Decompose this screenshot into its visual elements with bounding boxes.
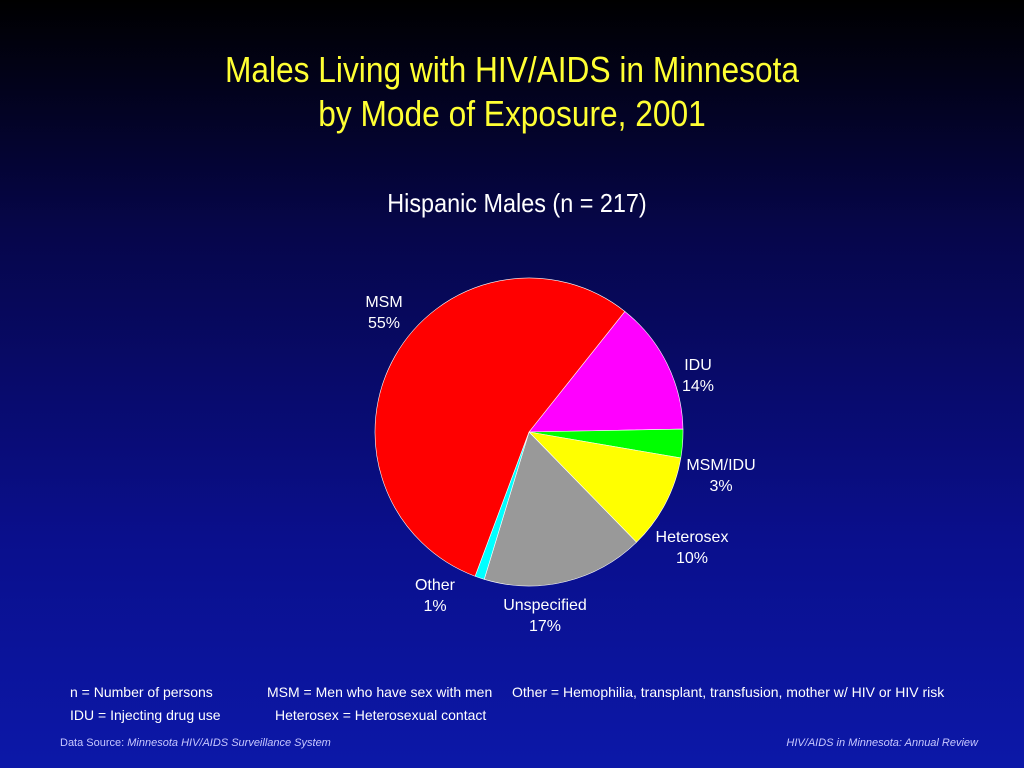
slice-label-msm: MSM [365, 294, 402, 311]
pie-slice-unspecified [483, 431, 637, 587]
slice-label-unspecified: Unspecified [503, 597, 587, 614]
chart-subtitle: Hispanic Males (n = 217) [387, 188, 647, 218]
legend-n: n = Number of persons [70, 684, 213, 700]
title-line-1: Males Living with HIV/AIDS in Minnesota [224, 49, 800, 90]
legend-other: Other = Hemophilia, transplant, transfus… [512, 684, 945, 700]
data-source-name: Minnesota HIV/AIDS Surveillance System [127, 737, 331, 749]
slice-value-msm-idu: 3% [709, 478, 732, 495]
slice-value-heterosex: 10% [676, 550, 708, 567]
legend-msm: MSM = Men who have sex with men [267, 684, 493, 700]
slice-value-msm: 55% [368, 315, 400, 332]
legend-idu: IDU = Injecting drug use [70, 707, 221, 723]
publication-title: HIV/AIDS in Minnesota: Annual Review [786, 737, 978, 749]
publication-name: HIV/AIDS in Minnesota: Annual Review [786, 737, 978, 749]
slice-label-msm-idu: MSM/IDU [686, 457, 755, 474]
slice-label-idu: IDU [684, 357, 712, 374]
slice-label-other: Other [415, 577, 456, 594]
data-source: Data Source: Minnesota HIV/AIDS Surveill… [60, 737, 331, 749]
slice-label-heterosex: Heterosex [656, 529, 729, 546]
pie-slice-idu [528, 311, 684, 433]
title-line-2: by Mode of Exposure, 2001 [318, 93, 706, 134]
slice-value-idu: 14% [682, 378, 714, 395]
pie-slice-heterosex [528, 431, 682, 543]
slice-value-other: 1% [423, 598, 446, 615]
slide-title: Males Living with HIV/AIDS in Minnesota … [61, 48, 962, 136]
pie-slice-msm [374, 277, 626, 577]
data-source-prefix: Data Source: [60, 737, 125, 749]
legend-heterosex: Heterosex = Heterosexual contact [275, 707, 487, 723]
slice-value-unspecified: 17% [529, 618, 561, 635]
